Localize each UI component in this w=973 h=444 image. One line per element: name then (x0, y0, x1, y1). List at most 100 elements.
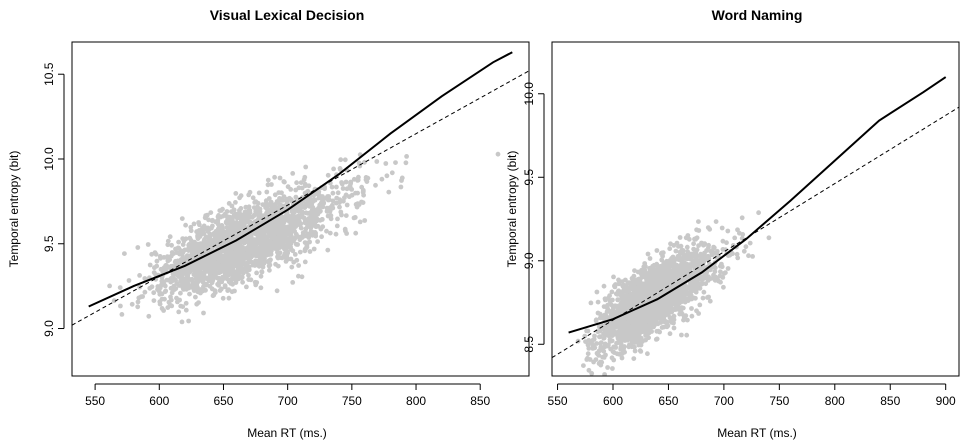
data-point (362, 159, 367, 165)
data-point (252, 263, 258, 268)
data-point (284, 214, 290, 220)
data-point (590, 342, 596, 348)
data-point (331, 166, 336, 172)
data-point (699, 281, 705, 287)
data-point (612, 309, 617, 315)
data-point (598, 315, 603, 321)
data-point (689, 306, 694, 311)
data-point (602, 332, 607, 338)
data-point (277, 217, 283, 223)
data-point (718, 263, 723, 269)
data-point (239, 259, 245, 265)
data-point (146, 313, 152, 319)
data-point (634, 327, 640, 332)
data-point (661, 288, 667, 294)
data-point (272, 192, 278, 198)
data-point (203, 213, 209, 219)
data-point (322, 186, 327, 192)
data-point (353, 202, 359, 207)
data-point (165, 242, 171, 248)
data-point (622, 298, 628, 304)
data-point (393, 160, 398, 166)
data-point (285, 224, 291, 230)
data-point (168, 294, 173, 300)
data-point (609, 320, 615, 326)
data-point (183, 278, 188, 284)
data-point (229, 209, 234, 215)
data-point (190, 256, 196, 261)
data-point (399, 175, 405, 181)
data-point (349, 187, 355, 192)
data-point (620, 336, 626, 342)
data-point (212, 235, 218, 240)
data-point (235, 252, 240, 258)
data-point (707, 298, 713, 304)
data-point (186, 318, 192, 324)
data-point (624, 315, 630, 321)
data-point (660, 279, 666, 285)
data-point (398, 184, 404, 190)
data-point (696, 311, 701, 316)
data-point (707, 226, 713, 232)
data-point (191, 288, 197, 293)
x-axis-label: Mean RT (ms.) (247, 426, 327, 440)
data-point (706, 242, 711, 248)
data-point (642, 325, 648, 331)
data-point (250, 195, 256, 201)
data-point (320, 224, 326, 230)
data-point (207, 270, 213, 275)
data-point (706, 274, 711, 280)
y-tick-label: 9.5 (522, 169, 536, 186)
data-point (632, 268, 637, 273)
data-point (743, 244, 749, 250)
data-point (692, 258, 697, 264)
data-point (246, 277, 252, 282)
data-point (212, 252, 218, 257)
data-point (626, 280, 632, 285)
data-point (619, 355, 625, 361)
data-point (274, 241, 279, 247)
data-point (619, 290, 624, 296)
data-point (205, 240, 211, 246)
y-tick-label: 9.0 (42, 320, 56, 337)
data-point (218, 214, 224, 220)
data-point (167, 234, 173, 240)
data-point (632, 330, 638, 336)
data-point (714, 248, 720, 254)
data-point (246, 272, 251, 278)
data-point (691, 246, 696, 252)
data-point (223, 219, 229, 225)
data-point (638, 342, 644, 348)
linear-fit-line (72, 70, 529, 326)
data-point (215, 221, 221, 227)
data-point (725, 228, 731, 234)
data-point (592, 333, 597, 339)
data-point (231, 212, 237, 218)
data-point (710, 251, 715, 257)
data-point (259, 269, 265, 275)
data-point (165, 258, 171, 264)
data-point (735, 255, 741, 261)
data-point (183, 222, 189, 228)
data-point (296, 208, 301, 214)
data-point (252, 241, 258, 247)
data-point (643, 333, 648, 338)
data-point (135, 245, 141, 250)
data-point (360, 200, 366, 206)
data-point (645, 295, 651, 301)
plot-frame (71, 41, 530, 377)
data-point (693, 236, 699, 242)
data-point (672, 305, 678, 311)
data-point (721, 284, 726, 290)
data-point (673, 248, 679, 254)
data-point (196, 247, 202, 253)
data-point (741, 248, 747, 254)
data-point (603, 343, 609, 349)
data-point (207, 283, 213, 289)
data-point (638, 326, 644, 332)
data-point (653, 315, 658, 321)
data-point (179, 319, 185, 325)
data-point (633, 299, 639, 305)
data-point (702, 241, 708, 247)
